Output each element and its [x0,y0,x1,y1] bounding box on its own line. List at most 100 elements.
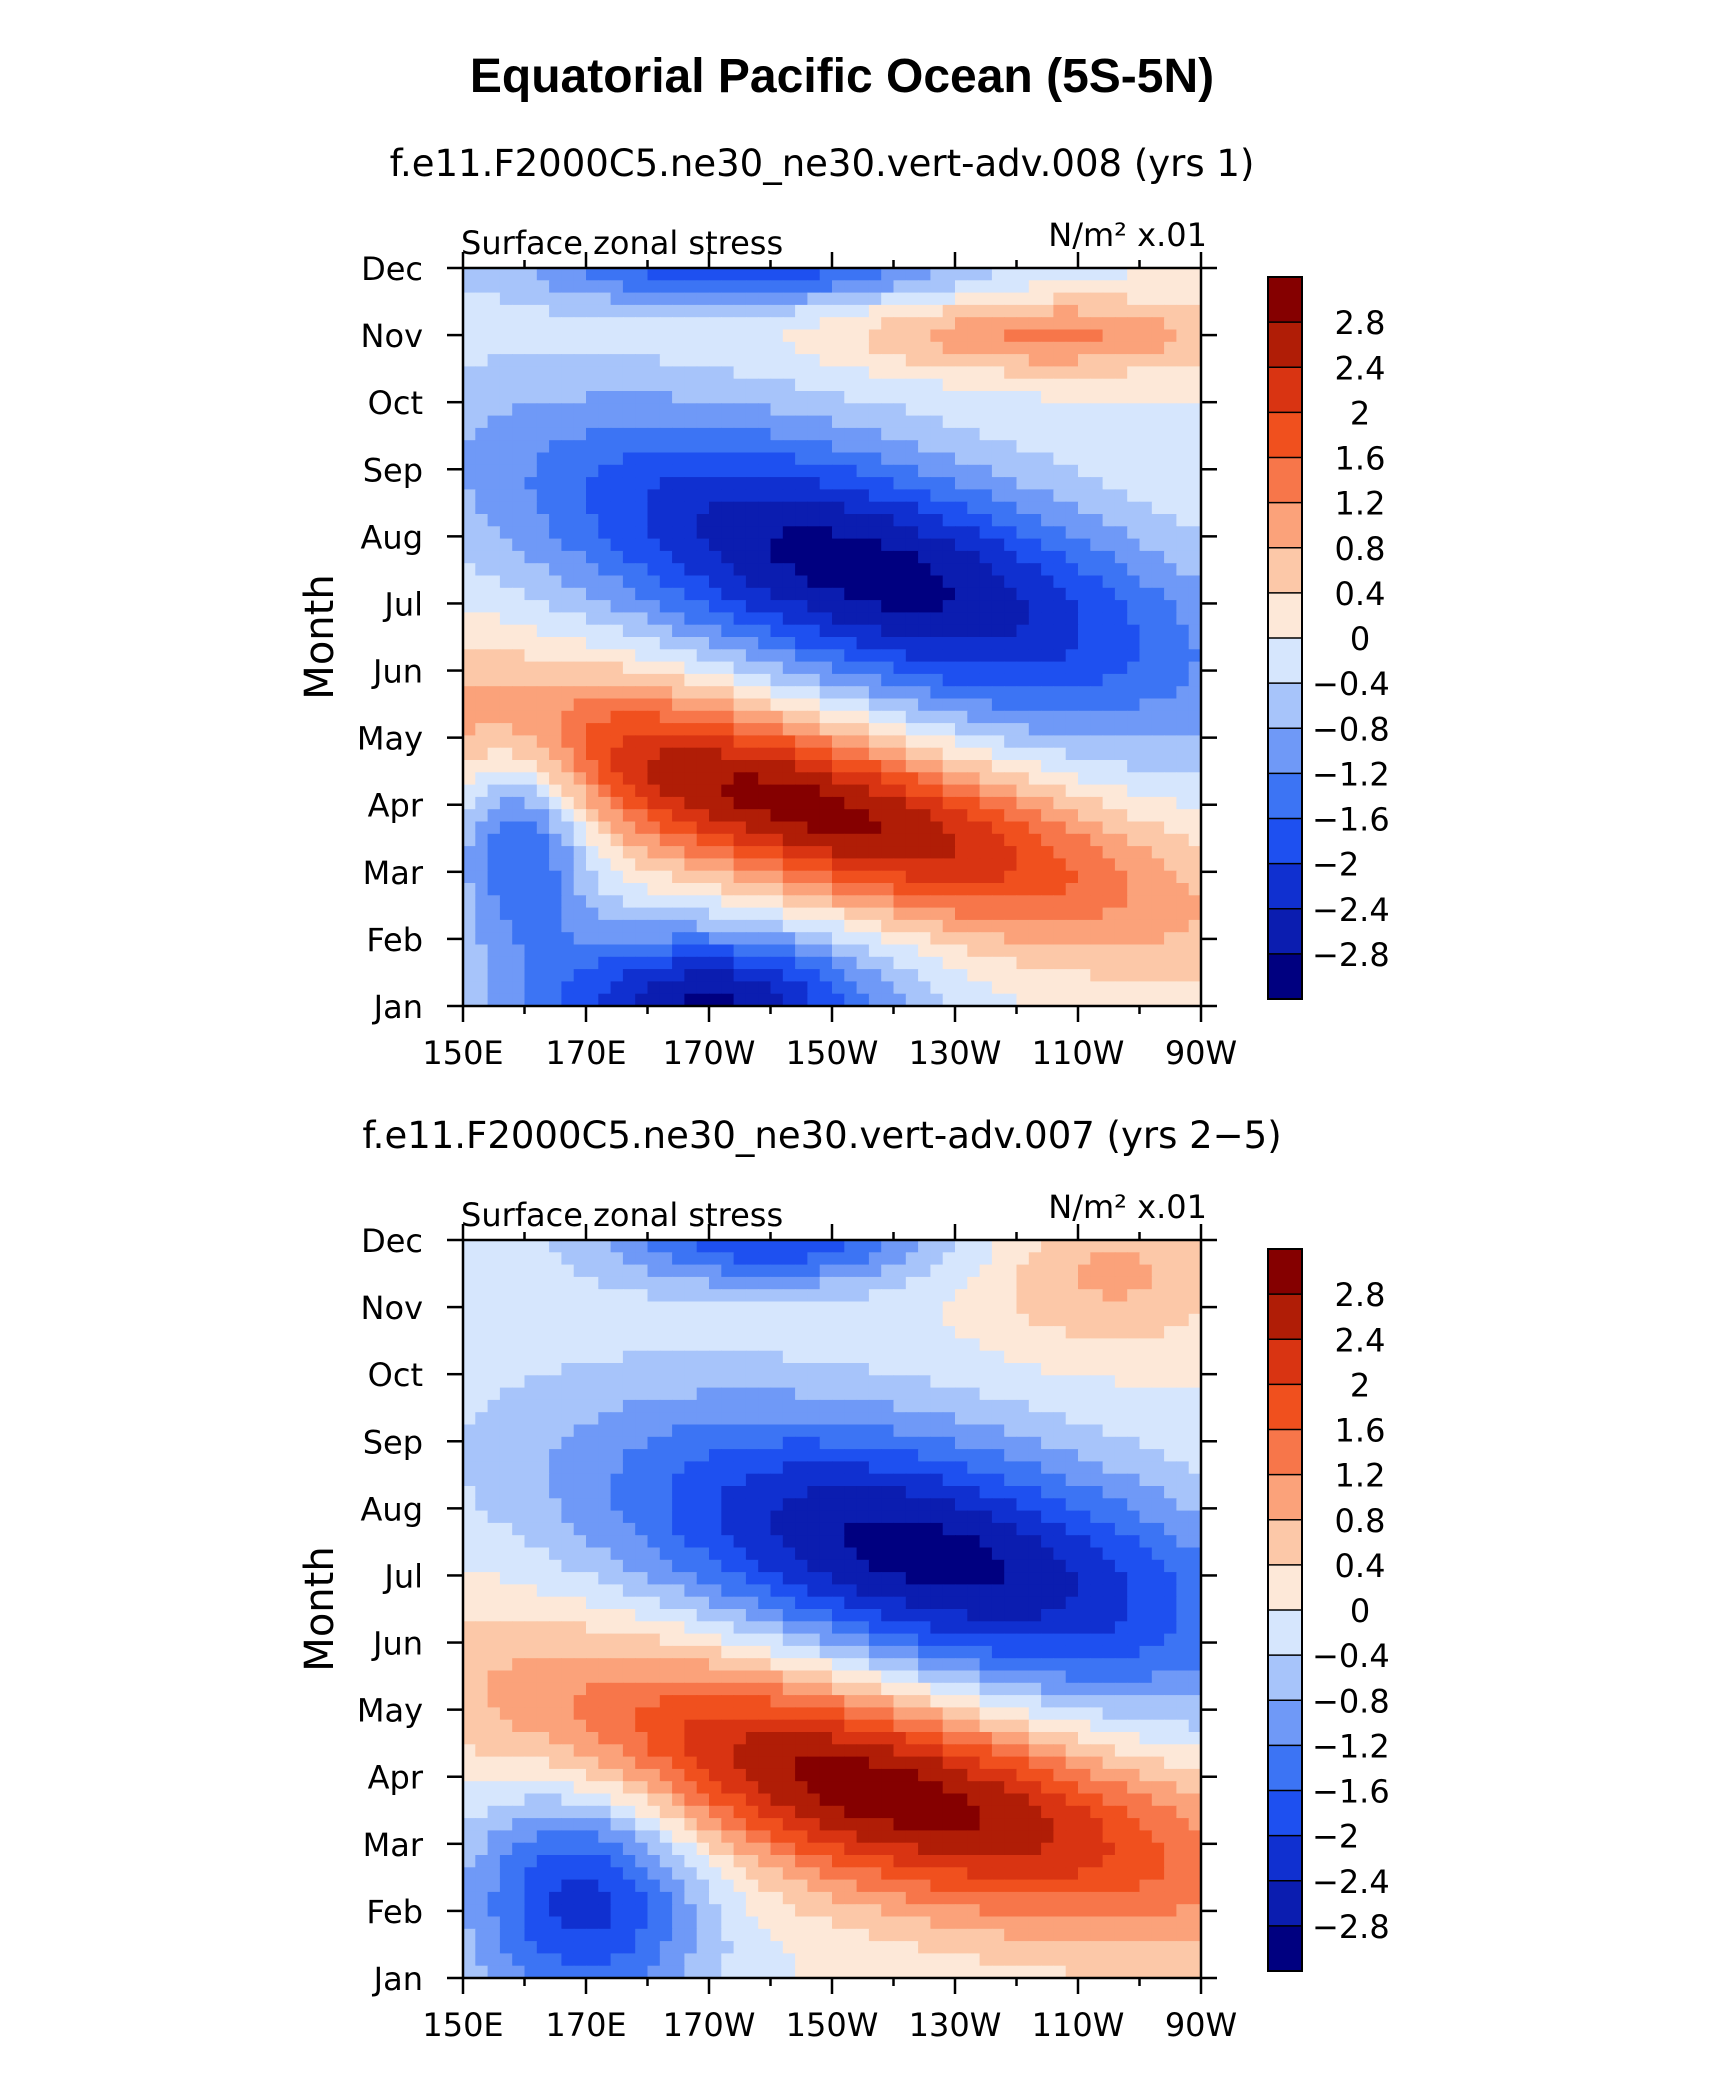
field-cell [745,317,759,331]
field-cell [1028,624,1042,638]
field-cell [942,612,956,626]
field-cell [598,501,612,515]
field-cell [795,1486,808,1499]
field-cell [832,673,845,687]
field-cell [475,993,489,1007]
field-cell [499,747,513,761]
field-cell [463,1424,476,1438]
field-cell [905,514,919,527]
field-cell [844,489,858,503]
field-cell [1102,796,1116,810]
field-cell [622,760,636,773]
field-cell [795,1363,808,1376]
field-cell [795,1399,808,1413]
field-cell [819,587,833,601]
field-cell [856,919,870,933]
field-cell [684,698,698,712]
field-cell [721,833,735,847]
field-cell [1041,1338,1054,1352]
field-cell [1102,612,1116,626]
field-cell [967,427,981,441]
field-cell [1065,427,1079,441]
field-cell [659,1301,673,1315]
field-cell [1102,661,1116,675]
field-cell [991,772,1005,786]
field-cell [487,575,501,589]
field-cell [807,550,821,564]
field-cell [499,575,513,589]
field-cell [979,378,993,392]
field-cell [844,710,858,724]
field-cell [635,821,649,835]
field-cell [721,464,735,478]
field-cell [868,268,882,281]
field-cell [487,1240,501,1253]
field-cell [782,1289,796,1303]
field-cell [536,698,550,712]
field-cell [1114,1264,1128,1278]
field-cell [475,1424,489,1438]
field-cell [1151,796,1165,810]
field-cell [1151,341,1165,355]
field-cell [622,550,636,564]
field-cell [893,317,907,331]
field-cell [881,280,895,294]
field-cell [610,870,624,884]
field-cell [475,649,489,663]
field-cell [721,304,735,318]
field-cell [1127,415,1141,429]
field-cell [1114,489,1128,503]
field-cell [721,1301,735,1315]
field-cell [586,969,599,982]
field-cell [1016,329,1030,343]
field-cell [758,354,772,367]
field-cell [622,341,636,355]
field-cell [795,1264,808,1278]
field-cell [795,440,808,454]
field-cell [635,932,649,946]
field-cell [549,1276,562,1290]
field-cell [1028,784,1042,798]
field-cell [733,735,747,749]
field-cell [1041,772,1054,786]
field-cell [856,637,870,650]
field-cell [1127,944,1141,958]
field-cell [610,698,624,712]
field-cell [1041,735,1054,749]
field-cell [1016,1240,1030,1253]
field-cell [979,1375,993,1389]
field-cell [1041,1436,1054,1450]
field-cell [1041,415,1054,429]
field-cell [1164,366,1177,380]
field-cell [721,501,735,515]
field-cell [1151,317,1165,331]
field-cell [1065,846,1079,859]
field-cell [1053,415,1067,429]
field-cell [696,698,710,712]
field-cell [733,637,747,650]
field-cell [1028,587,1042,601]
field-cell [709,661,722,675]
field-cell [1090,477,1104,490]
field-cell [918,821,931,835]
field-cell [1041,624,1054,638]
field-cell [1151,587,1165,601]
field-cell [598,956,612,970]
field-cell [696,391,710,404]
field-cell [1065,378,1079,392]
field-cell [536,427,550,441]
field-cell [1139,1240,1153,1253]
field-cell [1065,1240,1079,1253]
field-cell [1188,526,1202,540]
field-cell [1053,304,1067,318]
field-cell [1078,1252,1091,1266]
field-cell [770,378,784,392]
field-cell [1151,735,1165,749]
field-cell [1176,1338,1190,1352]
field-cell [1151,329,1165,343]
field-cell [1028,883,1042,896]
field-cell [659,796,673,810]
field-cell [967,944,981,958]
field-cell [1176,341,1190,355]
field-cell [463,341,476,355]
